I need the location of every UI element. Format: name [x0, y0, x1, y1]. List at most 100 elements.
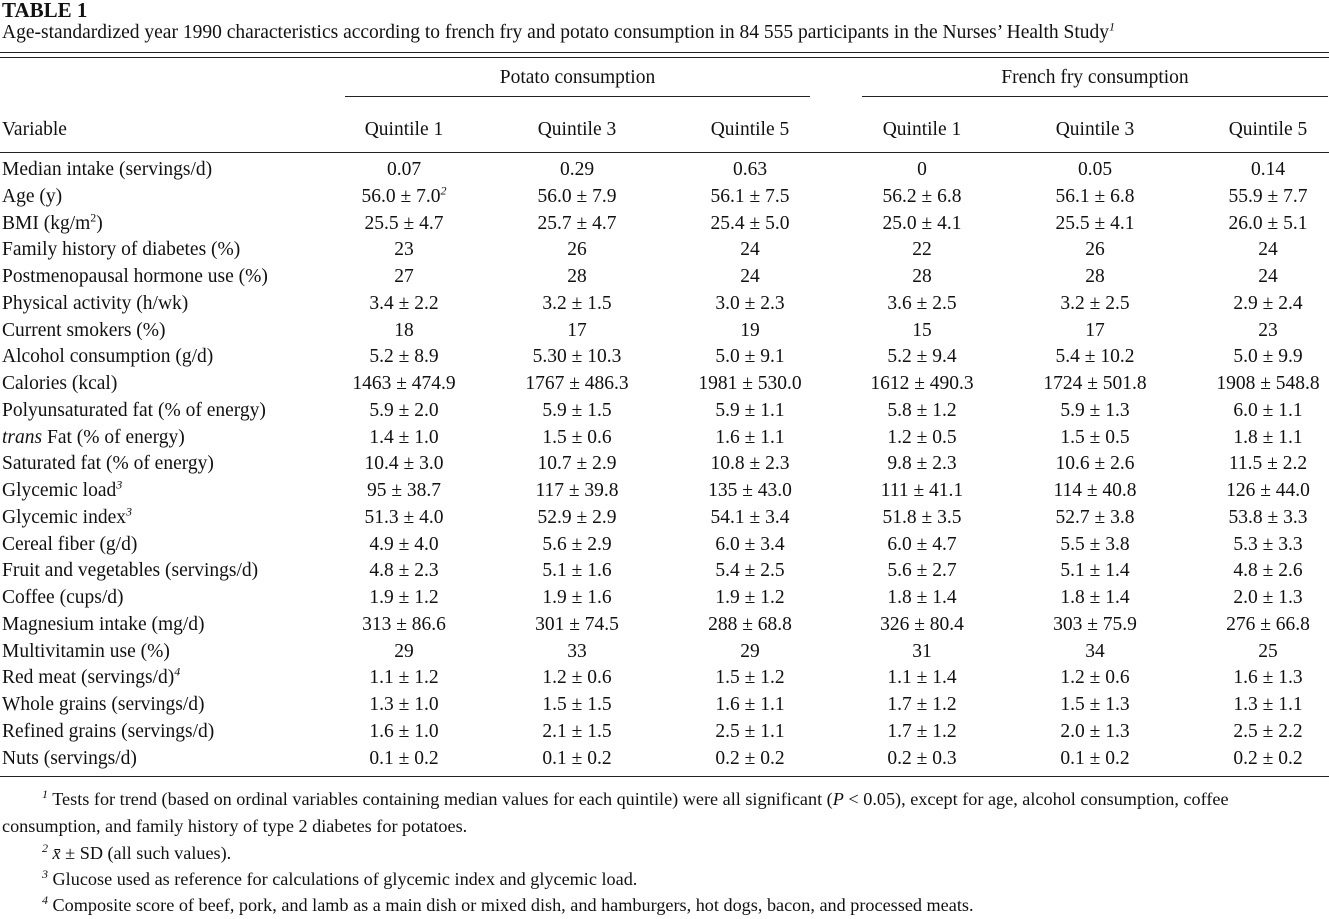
table-cell: 10.4 ± 3.0: [365, 453, 444, 475]
footnote-mark: 4: [42, 892, 48, 907]
cell-value: 1.5 ± 0.5: [1060, 426, 1130, 448]
cell-value: 5.6 ± 2.9: [542, 533, 612, 555]
cell-value: 5.9 ± 1.1: [715, 399, 785, 421]
table-row: Median intake (servings/d) 0.07 0.29 0.63 0 0…: [0, 159, 1329, 186]
row-label-text: Refined grains (servings/d): [2, 720, 215, 742]
table-row: Glycemic load3 95 ± 38.7 117 ± 39.8 135 ± 4…: [0, 479, 1329, 507]
cell-value: 0.05: [1077, 159, 1113, 180]
table-row: Cereal fiber (g/d) 4.9 ± 4.0 5.6 ± 2.9 6.0 …: [0, 534, 1329, 561]
table-cell: 26: [567, 239, 587, 261]
table-cell: 27: [394, 266, 414, 288]
table-cell: 5.3 ± 3.3: [1233, 534, 1302, 556]
row-label-text: Saturated fat (% of energy): [2, 453, 214, 475]
cell-value: 117 ± 39.8: [535, 480, 619, 501]
cell-value: 5.30 ± 10.3: [532, 346, 622, 368]
table-cell: 51.3 ± 4.0: [365, 507, 444, 529]
cell-value: 56.2 ± 6.8: [882, 185, 962, 207]
table-cell: 5.6 ± 2.7: [887, 560, 956, 582]
cell-value: 5.4 ± 2.5: [715, 560, 785, 582]
row-label-exponent: 2: [90, 210, 97, 224]
cell-value: 0.29: [559, 159, 595, 180]
cell-value: 52.9 ± 2.9: [537, 506, 617, 528]
column-header: Quintile 3: [537, 119, 617, 140]
cell-value: 5.1 ± 1.6: [542, 560, 612, 582]
table-cell: 0.1 ± 0.2: [542, 748, 611, 770]
cell-value: 53.8 ± 3.3: [1228, 506, 1308, 528]
top-rule-second: [0, 57, 1329, 58]
cell-value: 5.4 ± 10.2: [1055, 346, 1135, 368]
cell-value: 6.0 ± 1.1: [1233, 399, 1303, 421]
header-rule: [0, 152, 1329, 153]
table-cell: 18: [394, 320, 414, 342]
footnote-1: 1 Tests for trend (based on ordinal vari…: [2, 786, 1328, 840]
cell-value: 3.6 ± 2.5: [887, 292, 957, 314]
table-cell: 301 ± 74.5: [535, 614, 619, 636]
cell-value: 1724 ± 501.8: [1043, 373, 1147, 394]
row-label-text: Age (y): [2, 185, 63, 207]
cell-value: 114 ± 40.8: [1053, 480, 1137, 501]
cell-value: 25.5 ± 4.1: [1055, 212, 1135, 234]
cell-value: 56.1 ± 7.5: [710, 185, 790, 207]
table-cell: 0.1 ± 0.2: [1060, 748, 1129, 770]
group-rule-potato: [345, 96, 810, 97]
footnote-text: Glucose used as reference for calculatio…: [48, 869, 638, 889]
table-cell: 1767 ± 486.3: [525, 373, 628, 395]
table-cell: 6.0 ± 3.4: [715, 534, 784, 556]
cell-value: 2.9 ± 2.4: [1233, 292, 1303, 314]
table-row: Whole grains (servings/d) 1.3 ± 1.0 1.5 ± …: [0, 694, 1329, 721]
variable-column-header: Variable: [2, 119, 67, 140]
table-cell: 56.1 ± 7.5: [711, 186, 790, 208]
cell-value: 19: [740, 319, 760, 341]
row-label-text: Whole grains (servings/d): [2, 694, 205, 715]
cell-value: 1.6 ± 1.1: [715, 694, 785, 715]
cell-value: 95 ± 38.7: [366, 480, 442, 501]
row-label-text: Alcohol consumption (g/d): [2, 346, 214, 368]
table-cell: 26: [1085, 239, 1105, 261]
cell-value: 1.3 ± 1.0: [369, 694, 439, 715]
table-cell: 5.4 ± 10.2: [1056, 346, 1135, 368]
table-cell: 5.1 ± 1.6: [542, 560, 611, 582]
caption-text: Age-standardized year 1990 characteristi…: [2, 22, 1110, 43]
table-cell: 34: [1085, 641, 1105, 663]
table-cell: 52.7 ± 3.8: [1056, 507, 1135, 529]
table-cell: 1981 ± 530.0: [698, 373, 801, 395]
row-label: Family history of diabetes (%): [2, 239, 240, 261]
table-cell: 1.6 ± 1.1: [715, 427, 784, 449]
row-label-text: Family history of diabetes (%): [2, 239, 241, 261]
cell-value: 1.2 ± 0.5: [887, 426, 957, 448]
cell-value: 313 ± 86.6: [362, 613, 446, 635]
cell-value: 1612 ± 490.3: [870, 373, 974, 394]
table-cell: 17: [1085, 320, 1105, 342]
table-cell: 56.2 ± 6.8: [883, 186, 962, 208]
cell-value: 1.9 ± 1.6: [542, 587, 612, 608]
table-cell: 56.1 ± 6.8: [1056, 186, 1135, 208]
table-cell: 1463 ± 474.9: [352, 373, 455, 395]
cell-value: 25.0 ± 4.1: [882, 212, 962, 234]
table-row: Physical activity (h/wk) 3.4 ± 2.2 3.2 ± 1…: [0, 293, 1329, 320]
cell-value: 135 ± 43.0: [708, 480, 792, 501]
table-cell: 0.2 ± 0.2: [715, 748, 784, 770]
cell-value: 0.1 ± 0.2: [1060, 747, 1130, 769]
cell-value: 33: [567, 640, 587, 662]
cell-value: 6.0 ± 3.4: [715, 533, 785, 555]
row-label: Fruit and vegetables (servings/d): [2, 560, 258, 582]
table-cell: 1.5 ± 1.3: [1060, 694, 1129, 716]
table-cell: 95 ± 38.7: [367, 480, 441, 502]
table-cell: 117 ± 39.8: [535, 480, 618, 502]
row-label: Nuts (servings/d): [2, 748, 137, 770]
cell-value: 23: [394, 239, 414, 261]
table-cell: 303 ± 75.9: [1053, 614, 1137, 636]
group-header-potato: Potato consumption: [499, 67, 656, 88]
table-cell: 25: [1258, 641, 1278, 663]
table-cell: 24: [740, 239, 760, 261]
cell-value: 2.0 ± 1.3: [1233, 587, 1303, 608]
table-cell: 1.8 ± 1.4: [887, 587, 956, 609]
cell-value: 1.8 ± 1.4: [887, 587, 957, 608]
table-cell: 29: [394, 641, 414, 663]
table-row: Refined grains (servings/d) 1.6 ± 1.0 2.1 …: [0, 721, 1329, 748]
cell-value: 2.5 ± 1.1: [715, 720, 785, 742]
cell-value: 1.2 ± 0.6: [542, 667, 612, 689]
cell-value: 4.8 ± 2.6: [1233, 560, 1303, 582]
column-header: Quintile 5: [1228, 119, 1308, 140]
table-cell: 3.2 ± 2.5: [1060, 293, 1129, 315]
